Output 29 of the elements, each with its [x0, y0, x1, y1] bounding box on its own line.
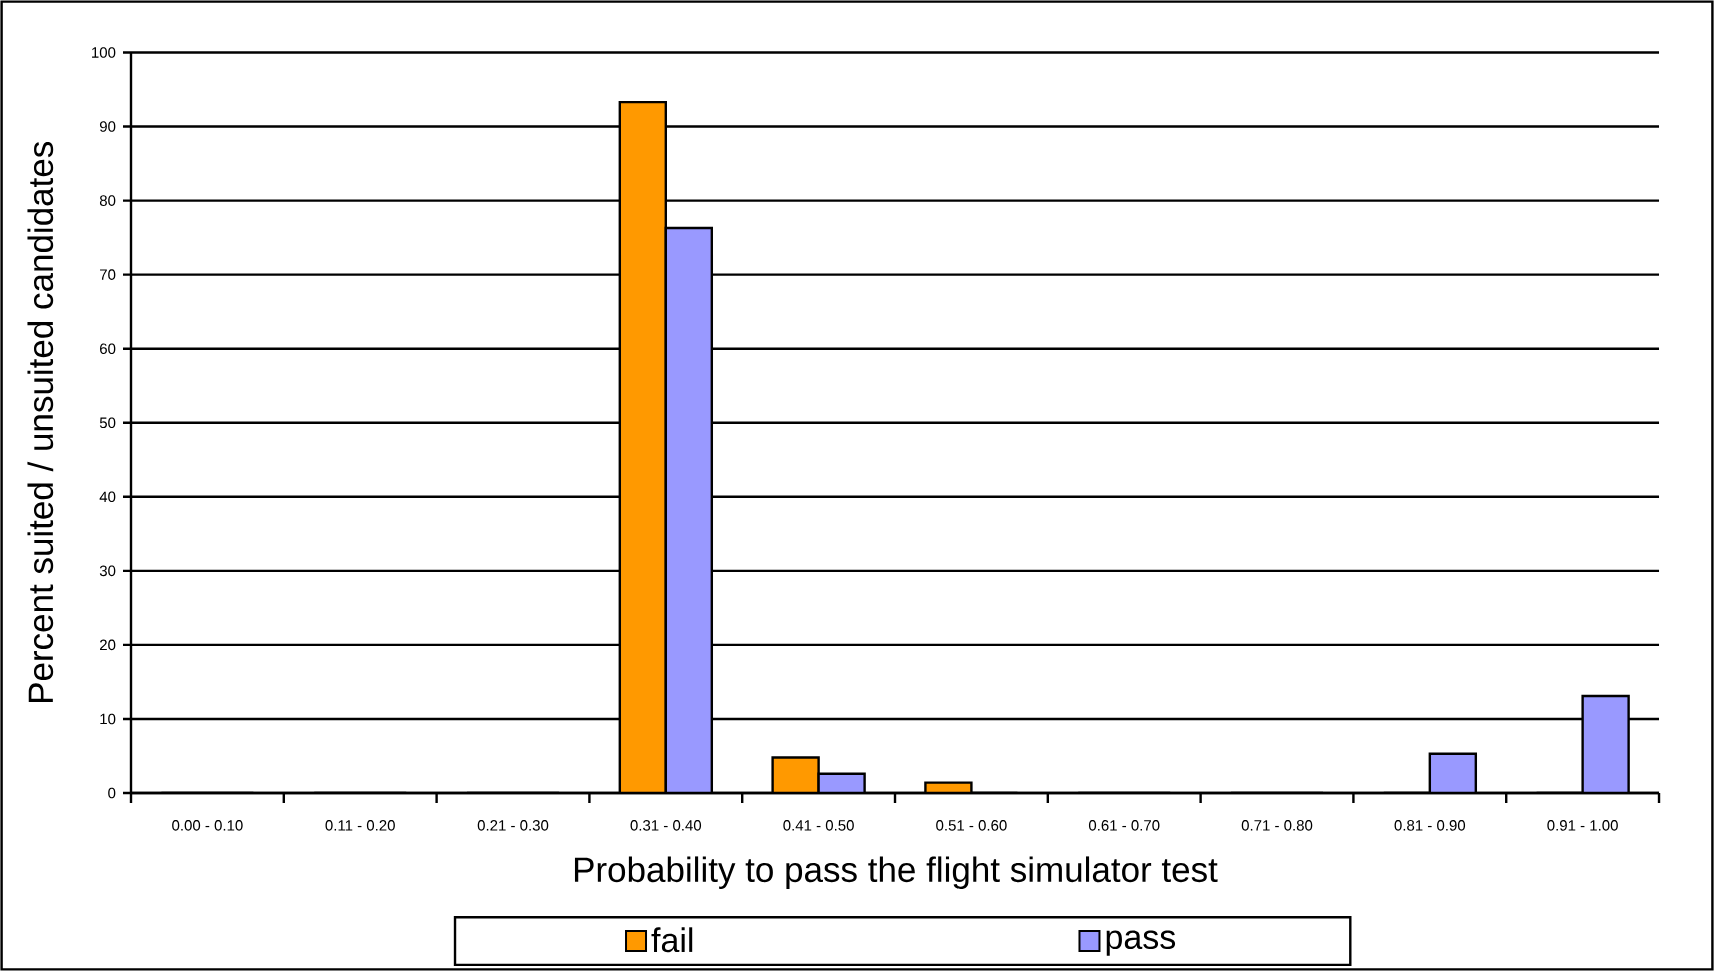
y-tick-label: 70	[100, 269, 116, 280]
legend-label: fail	[651, 927, 693, 953]
y-tick-label: 50	[99, 417, 116, 429]
x-tick-label: 0.71 - 0.80	[1241, 820, 1313, 831]
x-tick-label: 0.51 - 0.60	[936, 820, 1007, 831]
y-axis-title: Percent suited / unsuited candidates	[27, 141, 54, 702]
y-tick-label: 20	[100, 639, 116, 651]
x-axis-title: Probability to pass the flight simulator test	[574, 856, 1218, 890]
x-tick-label: 0.81 - 0.90	[1394, 820, 1466, 831]
x-tick-label: 0.00 - 0.10	[172, 820, 243, 831]
bar	[618, 100, 668, 793]
y-tick-label: 0	[108, 787, 116, 799]
y-tick-label: 10	[100, 713, 116, 725]
y-tick-label: 80	[99, 195, 116, 206]
bar	[1428, 752, 1478, 793]
x-tick-label: 0.11 - 0.20	[325, 820, 395, 831]
bar	[1581, 694, 1630, 793]
y-tick-label: 60	[100, 343, 116, 355]
x-tick-label: 0.41 - 0.50	[783, 820, 854, 831]
x-tick-label: 0.61 - 0.70	[1088, 820, 1160, 831]
y-tick-label: 30	[99, 565, 116, 577]
x-tick-label: 0.21 - 0.30	[477, 820, 549, 831]
legend-label: pass	[1106, 930, 1176, 956]
x-tick-label: 0.91 - 1.00	[1547, 820, 1618, 831]
y-tick-label: 100	[92, 47, 116, 58]
x-tick-label: 0.31 - 0.40	[630, 820, 702, 831]
y-tick-label: 40	[99, 491, 116, 503]
bar	[664, 226, 714, 793]
y-tick-label: 90	[99, 121, 116, 132]
